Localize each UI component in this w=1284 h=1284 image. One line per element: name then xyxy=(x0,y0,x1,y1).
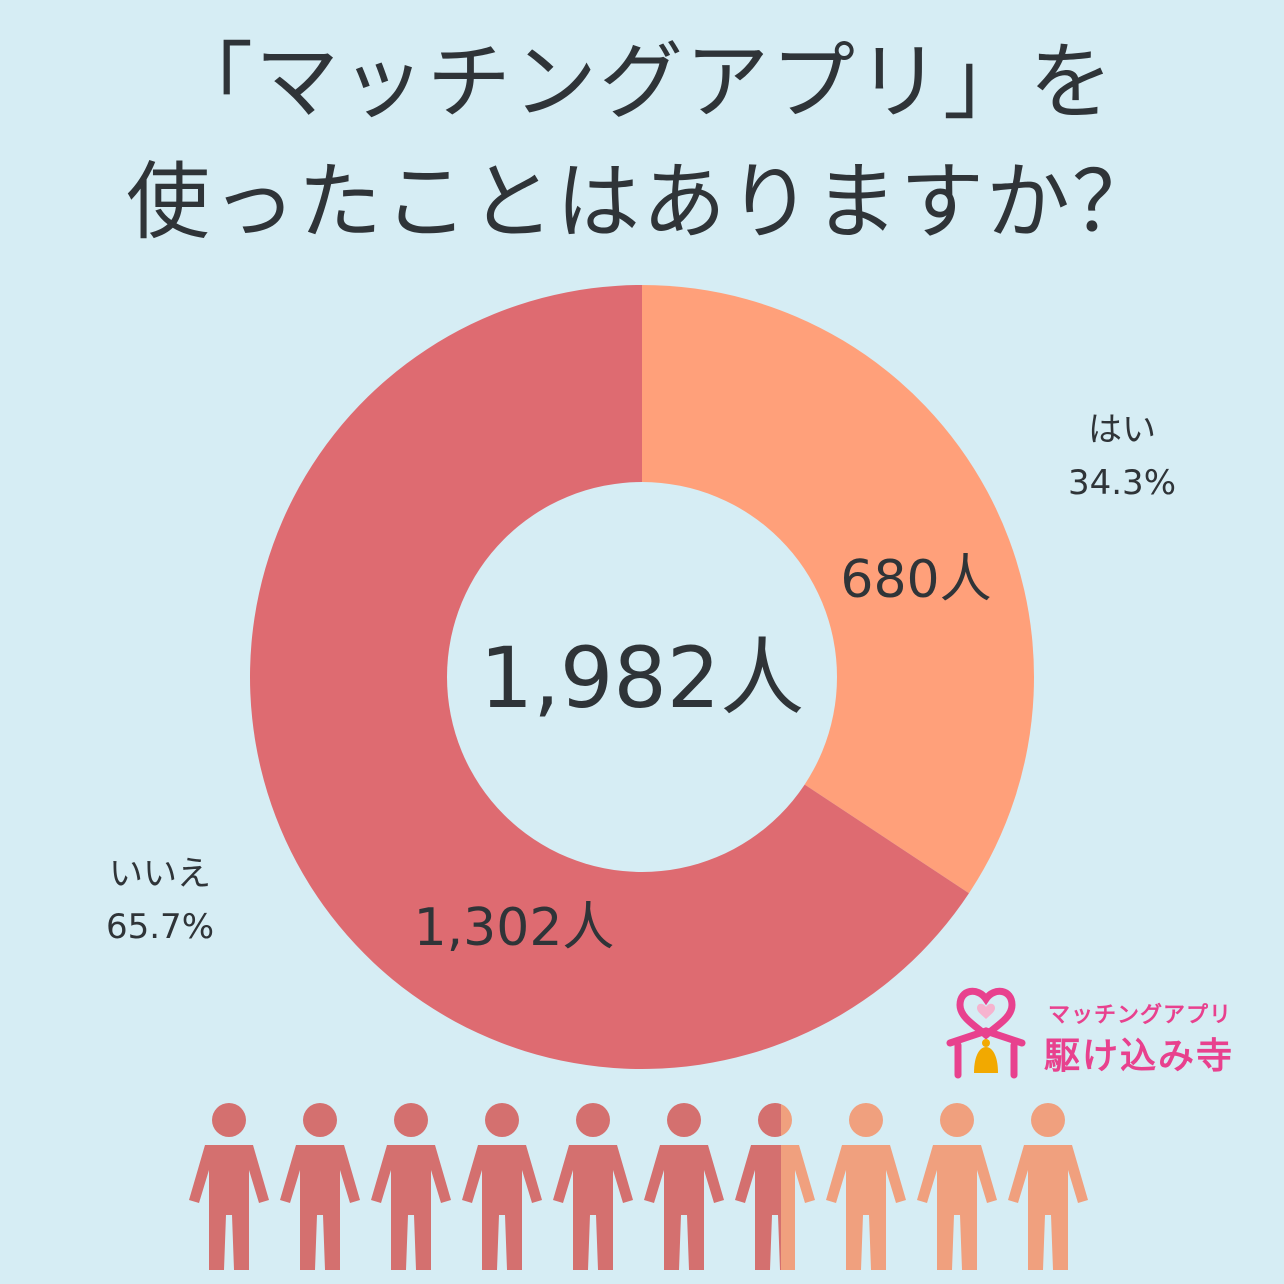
person-icon xyxy=(826,1103,906,1270)
logo-subtitle: マッチングアプリ xyxy=(1048,1003,1233,1028)
brand-logo: マッチングアプリ 駆け込み寺 xyxy=(940,985,1270,1080)
total-count-label: 1,982人 xyxy=(480,629,804,727)
heart-temple-icon xyxy=(946,987,1026,1079)
legend-percent-yes: 34.3% xyxy=(1068,463,1176,503)
person-icon xyxy=(781,1104,815,1270)
legend-label-yes: はい xyxy=(1088,410,1156,450)
person-icon xyxy=(735,1103,781,1270)
chart-title-line-2: 使ったことはありますか？ xyxy=(125,153,1158,251)
slice-count-yes: 680人 xyxy=(840,550,991,610)
person-icon xyxy=(280,1103,360,1270)
slice-count-no: 1,302人 xyxy=(414,898,615,958)
legend-label-no: いいえ xyxy=(109,854,211,894)
person-icon xyxy=(462,1103,542,1270)
logo-name: 駆け込み寺 xyxy=(1044,1036,1235,1077)
person-icon xyxy=(371,1103,451,1270)
legend-percent-no: 65.7% xyxy=(106,907,214,947)
donut-hole xyxy=(447,482,837,872)
person-icon xyxy=(644,1103,724,1270)
person-icon xyxy=(189,1103,269,1270)
person-icon xyxy=(1008,1103,1088,1270)
person-icon xyxy=(917,1103,997,1270)
chart-title-line-1: 「マッチングアプリ」を xyxy=(168,33,1115,131)
person-icon xyxy=(553,1103,633,1270)
